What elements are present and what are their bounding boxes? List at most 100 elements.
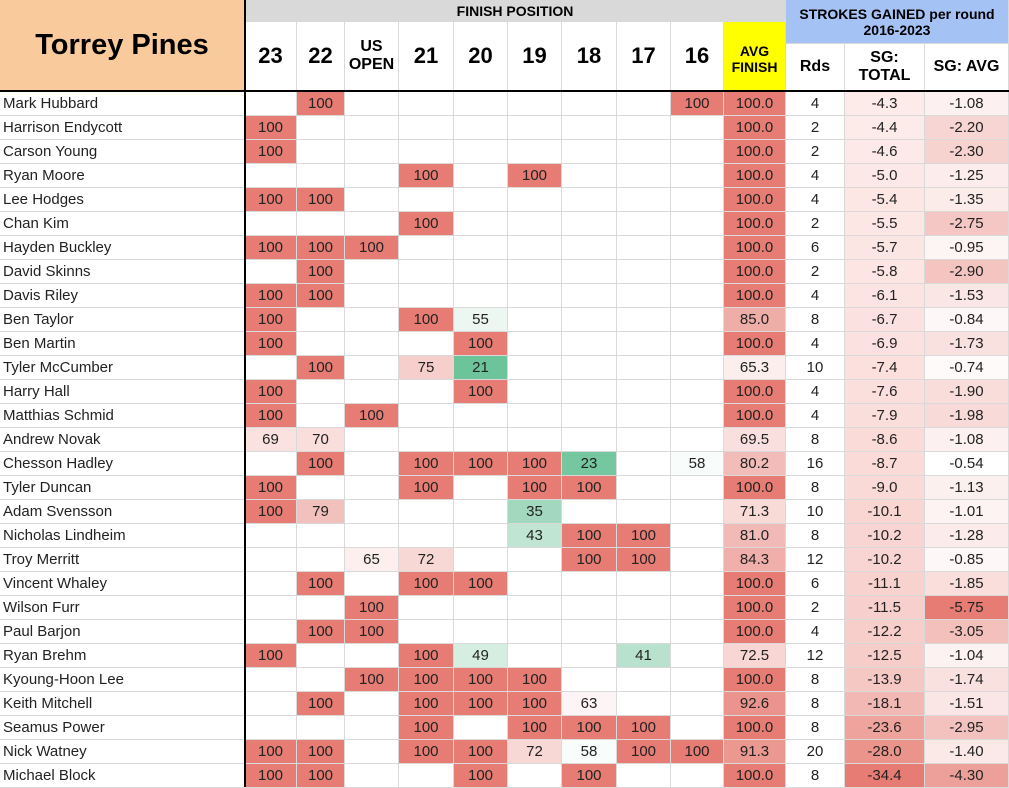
empty-cell bbox=[245, 524, 297, 548]
avg-finish: 80.2 bbox=[724, 452, 786, 476]
empty-cell bbox=[617, 596, 671, 620]
empty-cell bbox=[617, 284, 671, 308]
empty-cell bbox=[617, 212, 671, 236]
avg-finish: 100.0 bbox=[724, 404, 786, 428]
empty-cell bbox=[617, 692, 671, 716]
empty-cell bbox=[399, 116, 454, 140]
empty-cell bbox=[245, 668, 297, 692]
empty-cell bbox=[454, 476, 508, 500]
finish-cell: 72 bbox=[399, 548, 454, 572]
empty-cell bbox=[297, 716, 345, 740]
finish-cell: 100 bbox=[399, 740, 454, 764]
finish-cell: 65 bbox=[345, 548, 399, 572]
finish-cell: 100 bbox=[454, 740, 508, 764]
empty-cell bbox=[671, 116, 724, 140]
rounds: 10 bbox=[786, 356, 845, 380]
empty-cell bbox=[508, 212, 562, 236]
avg-finish: 100.0 bbox=[724, 332, 786, 356]
empty-cell bbox=[297, 644, 345, 668]
sg-total: -8.7 bbox=[845, 452, 925, 476]
finish-cell: 100 bbox=[562, 524, 617, 548]
empty-cell bbox=[454, 260, 508, 284]
empty-cell bbox=[508, 404, 562, 428]
sg-avg: -0.85 bbox=[925, 548, 1009, 572]
empty-cell bbox=[617, 164, 671, 188]
finish-cell: 58 bbox=[671, 452, 724, 476]
sg-avg: -1.08 bbox=[925, 428, 1009, 452]
empty-cell bbox=[454, 524, 508, 548]
sg-total: -34.4 bbox=[845, 764, 925, 788]
finish-cell: 100 bbox=[297, 260, 345, 284]
empty-cell bbox=[508, 596, 562, 620]
empty-cell bbox=[671, 644, 724, 668]
sg-avg: -2.20 bbox=[925, 116, 1009, 140]
empty-cell bbox=[562, 308, 617, 332]
column-header: US OPEN bbox=[345, 22, 399, 91]
avg-finish: 100.0 bbox=[724, 164, 786, 188]
sg-total: -10.2 bbox=[845, 548, 925, 572]
finish-cell: 100 bbox=[399, 644, 454, 668]
finish-cell: 100 bbox=[345, 404, 399, 428]
finish-cell: 100 bbox=[508, 716, 562, 740]
empty-cell bbox=[399, 428, 454, 452]
empty-cell bbox=[508, 308, 562, 332]
finish-cell: 100 bbox=[245, 116, 297, 140]
empty-cell bbox=[508, 548, 562, 572]
empty-cell bbox=[508, 284, 562, 308]
finish-cell: 100 bbox=[297, 620, 345, 644]
empty-cell bbox=[399, 500, 454, 524]
avg-finish: 100.0 bbox=[724, 716, 786, 740]
sg-avg: -1.25 bbox=[925, 164, 1009, 188]
finish-cell: 100 bbox=[297, 188, 345, 212]
empty-cell bbox=[399, 764, 454, 788]
rounds: 8 bbox=[786, 308, 845, 332]
empty-cell bbox=[297, 596, 345, 620]
empty-cell bbox=[671, 404, 724, 428]
player-name: Matthias Schmid bbox=[0, 404, 245, 428]
finish-cell: 100 bbox=[617, 716, 671, 740]
player-name: David Skinns bbox=[0, 260, 245, 284]
empty-cell bbox=[399, 404, 454, 428]
empty-cell bbox=[399, 332, 454, 356]
rounds: 2 bbox=[786, 116, 845, 140]
empty-cell bbox=[245, 548, 297, 572]
empty-cell bbox=[617, 476, 671, 500]
empty-cell bbox=[508, 260, 562, 284]
avg-finish: 100.0 bbox=[724, 92, 786, 116]
sg-total: -5.4 bbox=[845, 188, 925, 212]
empty-cell bbox=[617, 500, 671, 524]
column-header: 20 bbox=[454, 22, 508, 91]
avg-finish: 100.0 bbox=[724, 212, 786, 236]
empty-cell bbox=[671, 140, 724, 164]
avg-finish: 100.0 bbox=[724, 284, 786, 308]
empty-cell bbox=[297, 212, 345, 236]
finish-cell: 100 bbox=[297, 764, 345, 788]
sg-total: -11.5 bbox=[845, 596, 925, 620]
empty-cell bbox=[297, 332, 345, 356]
empty-cell bbox=[671, 668, 724, 692]
finish-cell: 100 bbox=[562, 476, 617, 500]
sg-total: -18.1 bbox=[845, 692, 925, 716]
player-name: Paul Barjon bbox=[0, 620, 245, 644]
sg-total: -8.6 bbox=[845, 428, 925, 452]
empty-cell bbox=[562, 644, 617, 668]
finish-cell: 100 bbox=[454, 332, 508, 356]
empty-cell bbox=[345, 644, 399, 668]
sg-total: -28.0 bbox=[845, 740, 925, 764]
finish-cell: 100 bbox=[671, 92, 724, 116]
finish-cell: 100 bbox=[399, 164, 454, 188]
finish-cell: 100 bbox=[671, 740, 724, 764]
empty-cell bbox=[617, 308, 671, 332]
empty-cell bbox=[454, 164, 508, 188]
empty-cell bbox=[508, 92, 562, 116]
sg-avg: -1.35 bbox=[925, 188, 1009, 212]
empty-cell bbox=[345, 740, 399, 764]
avg-finish: 100.0 bbox=[724, 380, 786, 404]
finish-cell: 58 bbox=[562, 740, 617, 764]
sg-total: -6.1 bbox=[845, 284, 925, 308]
sg-avg: -1.04 bbox=[925, 644, 1009, 668]
empty-cell bbox=[562, 236, 617, 260]
rounds: 4 bbox=[786, 332, 845, 356]
empty-cell bbox=[245, 92, 297, 116]
finish-cell: 75 bbox=[399, 356, 454, 380]
